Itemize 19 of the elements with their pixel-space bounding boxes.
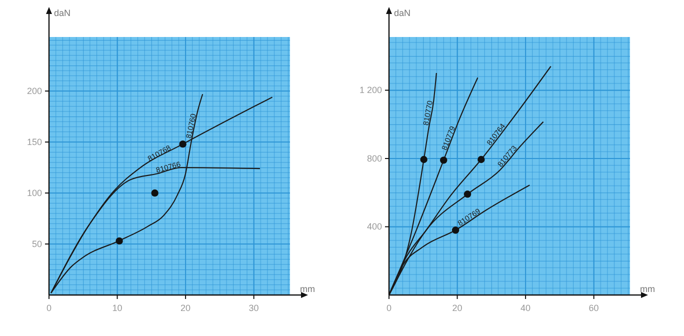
x-tick-label: 20	[180, 303, 191, 313]
x-tick-label: 30	[248, 303, 259, 313]
y-tick-label: 150	[26, 137, 42, 148]
x-tick-label: 20	[452, 303, 462, 313]
x-tick-label: 40	[520, 303, 531, 313]
x-tick-label: 0	[46, 303, 52, 313]
y-tick-label: 400	[366, 222, 382, 232]
y-tick-label: 100	[26, 188, 42, 198]
y-tick-label: 50	[32, 239, 42, 250]
x-tick-label: 10	[112, 303, 122, 313]
x-axis-title: mm	[300, 284, 315, 294]
x-tick-label: 0	[386, 303, 392, 313]
y-tick-label: 200	[26, 86, 42, 96]
x-axis-title: mm	[640, 284, 655, 294]
y-axis-title: daN	[54, 8, 71, 18]
y-tick-label: 800	[366, 153, 382, 164]
y-axis-title: daN	[394, 8, 411, 18]
x-tick-label: 60	[588, 303, 599, 313]
y-tick-label: 1 200	[359, 85, 382, 96]
